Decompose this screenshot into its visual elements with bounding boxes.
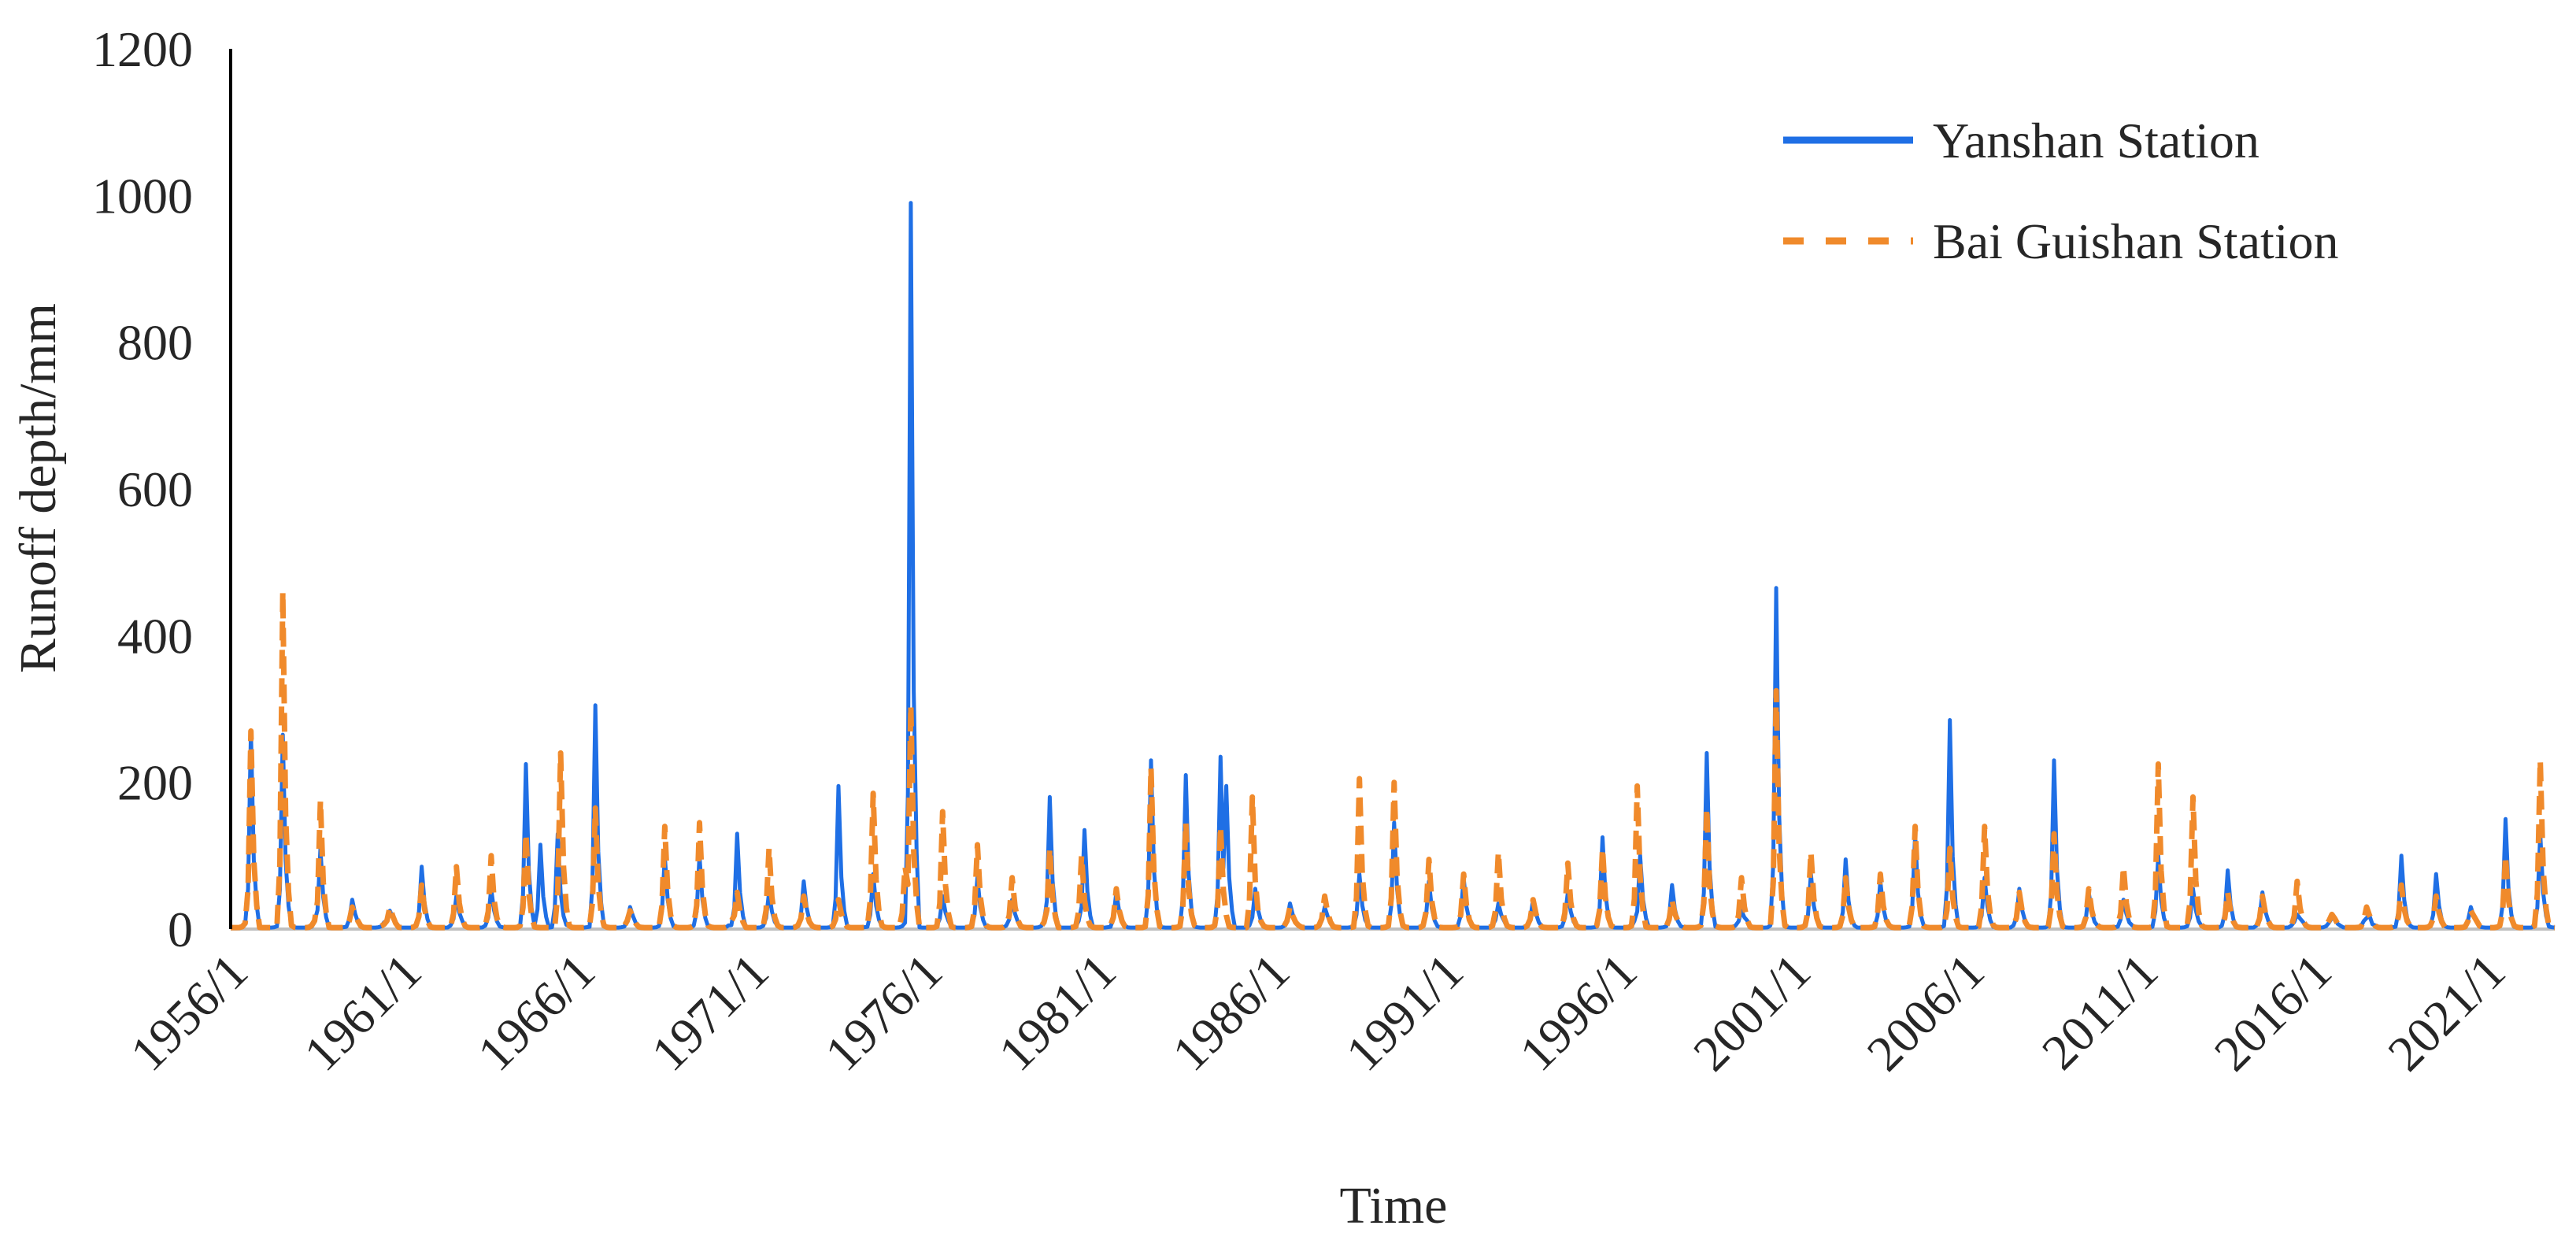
x-tick-label: 2006/1: [1856, 943, 1995, 1082]
legend-label-yanshan: Yanshan Station: [1933, 113, 2260, 168]
x-tick-label: 2016/1: [2204, 943, 2342, 1082]
x-tick-label: 1996/1: [1509, 943, 1648, 1082]
x-tick-label: 1971/1: [641, 943, 779, 1082]
x-tick-label: 1986/1: [1161, 943, 1300, 1082]
series-line-bai-guishan: [231, 588, 2556, 931]
y-axis-ticks: 0 200 400 600 800 1000 1200: [92, 21, 193, 957]
y-tick-label: 1200: [92, 21, 193, 77]
legend: Yanshan Station Bai Guishan Station: [1783, 113, 2339, 269]
plot-area: [231, 201, 2556, 931]
y-tick-label: 0: [168, 902, 193, 957]
x-tick-label: 1966/1: [467, 943, 605, 1082]
y-tick-label: 1000: [92, 168, 193, 224]
y-tick-label: 200: [117, 755, 193, 811]
x-tick-label: 2001/1: [1682, 943, 1821, 1082]
y-tick-label: 600: [117, 461, 193, 517]
x-tick-label: 2021/1: [2377, 943, 2515, 1082]
x-tick-label: 1956/1: [120, 943, 258, 1082]
x-axis-ticks: 1956/1 1961/1 1966/1 1971/1 1976/1 1981/1 1986…: [120, 943, 2515, 1082]
legend-label-bai-guishan: Bai Guishan Station: [1933, 213, 2339, 269]
x-tick-label: 1961/1: [294, 943, 432, 1082]
y-tick-label: 800: [117, 315, 193, 371]
x-tick-label: 1976/1: [814, 943, 953, 1082]
y-tick-label: 400: [117, 608, 193, 664]
x-tick-label: 2011/1: [2031, 943, 2168, 1080]
x-tick-label: 1991/1: [1335, 943, 1474, 1082]
x-axis-title: Time: [1340, 1177, 1448, 1235]
y-axis-title: Runoff depth/mm: [9, 303, 67, 673]
x-tick-label: 1981/1: [988, 943, 1127, 1082]
